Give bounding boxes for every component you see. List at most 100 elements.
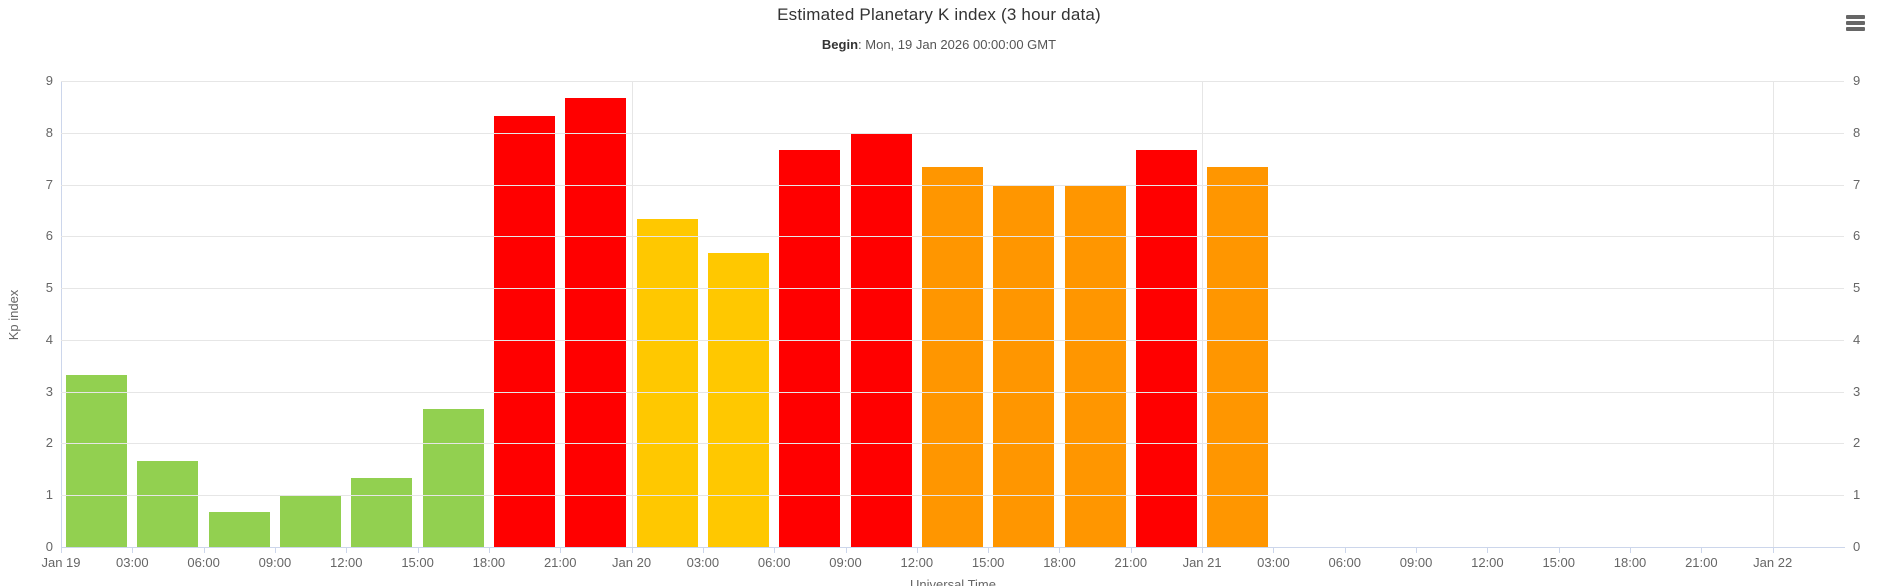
x-tick-label: Jan 21 (1182, 555, 1222, 570)
x-axis-tick (417, 548, 419, 553)
x-axis-tick (488, 548, 490, 553)
x-tick-label: Jan 19 (41, 555, 81, 570)
y-tick-label-right: 8 (1853, 124, 1861, 140)
y-tick-label-left: 7 (45, 176, 53, 192)
y-gridline (61, 391, 1844, 393)
x-axis-tick (916, 548, 918, 553)
x-axis-tick (1772, 548, 1774, 553)
x-axis-tick (1273, 548, 1275, 553)
x-axis-tick (1630, 548, 1632, 553)
kp-bar[interactable] (1135, 149, 1197, 547)
x-tick-label: 12:00 (329, 555, 363, 570)
y-tick-label-right: 9 (1853, 73, 1861, 88)
kp-bar[interactable] (208, 512, 270, 547)
chart-context-menu-button[interactable] (1844, 10, 1870, 36)
day-boundary-gridline (631, 81, 633, 547)
y-tick-label-left: 3 (45, 383, 53, 399)
x-tick-label: 12:00 (900, 555, 934, 570)
x-tick-label: 06:00 (187, 555, 220, 570)
x-axis-tick (203, 548, 205, 553)
y-gridline (61, 236, 1844, 238)
x-tick-label: 15:00 (1542, 555, 1575, 570)
x-tick-label: Jan 22 (1753, 555, 1793, 570)
y-gridline (61, 339, 1844, 341)
y-tick-label-right: 0 (1853, 539, 1861, 554)
x-tick-label: 03:00 (116, 555, 149, 570)
y-gridline (61, 443, 1844, 445)
y-gridline (61, 81, 1844, 82)
x-axis-tick (631, 548, 633, 553)
kp-bar[interactable] (351, 478, 413, 547)
x-axis-tick (1558, 548, 1560, 553)
x-tick-label: 09:00 (258, 555, 292, 570)
y-tick-label-right: 5 (1853, 280, 1861, 296)
kp-bar[interactable] (137, 460, 199, 547)
y-gridline (61, 495, 1844, 497)
y-gridline (61, 288, 1844, 290)
x-axis-tick (774, 548, 776, 553)
x-tick-label: 21:00 (1685, 555, 1718, 570)
x-tick-label: 18:00 (1043, 555, 1076, 570)
y-tick-label-left: 9 (45, 73, 53, 88)
kp-bar[interactable] (636, 219, 698, 547)
kp-bar[interactable] (280, 495, 342, 547)
kp-bar[interactable] (66, 374, 128, 547)
x-axis-tick (274, 548, 276, 553)
kp-bar[interactable] (922, 167, 983, 547)
day-boundary-gridline (1772, 81, 1774, 547)
chart-title: Estimated Planetary K index (3 hour data… (777, 5, 1101, 24)
kp-bar[interactable] (422, 408, 484, 547)
x-tick-label: 03:00 (686, 555, 720, 570)
y-tick-label-right: 2 (1853, 435, 1861, 451)
kp-bar[interactable] (779, 149, 841, 547)
x-tick-label: 18:00 (472, 555, 506, 570)
y-tick-label-right: 1 (1853, 487, 1861, 503)
x-tick-label: 09:00 (829, 555, 862, 570)
kp-bar[interactable] (993, 184, 1055, 547)
y-tick-label-right: 7 (1853, 176, 1861, 192)
x-tick-label: 15:00 (971, 555, 1005, 570)
y-tick-label-left: 2 (45, 435, 53, 451)
x-axis-tick (1202, 548, 1204, 553)
x-axis-tick (560, 548, 562, 553)
y-tick-label-left: 6 (45, 228, 53, 244)
y-tick-label-left: 5 (45, 280, 53, 296)
x-tick-label: 03:00 (1257, 555, 1290, 570)
kp-bar[interactable] (1207, 167, 1269, 547)
x-tick-label: 09:00 (1399, 555, 1433, 570)
y-tick-label-left: 1 (45, 487, 53, 503)
x-axis-tick (132, 548, 134, 553)
x-axis-tick (988, 548, 990, 553)
kp-bar[interactable] (708, 253, 770, 547)
chart-subtitle: Begin: Mon, 19 Jan 2026 00:00:00 GMT (0, 37, 1878, 52)
x-axis-tick (1130, 548, 1132, 553)
y-axis-title: Kp index (6, 289, 21, 341)
kp-bar[interactable] (1064, 184, 1126, 547)
x-tick-label: 21:00 (543, 555, 577, 570)
x-axis-line (61, 547, 1845, 548)
y-gridline (61, 184, 1844, 186)
x-axis-tick (845, 548, 847, 553)
x-axis-tick (702, 548, 704, 553)
y-tick-label-left: 4 (45, 331, 53, 347)
x-tick-label: Jan 20 (612, 555, 652, 570)
x-axis-title: Universal Time (910, 577, 996, 586)
x-tick-label: 21:00 (1114, 555, 1148, 570)
kp-bar[interactable] (494, 115, 556, 547)
y-tick-label-left: 0 (45, 539, 53, 554)
x-axis-tick (61, 548, 62, 553)
hamburger-icon (1846, 15, 1868, 31)
x-axis-tick (346, 548, 348, 553)
y-tick-label-right: 3 (1853, 383, 1861, 399)
subtitle-begin-value: : Mon, 19 Jan 2026 00:00:00 GMT (858, 37, 1057, 52)
x-tick-label: 18:00 (1613, 555, 1647, 570)
y-gridline (61, 132, 1844, 134)
x-tick-label: 06:00 (757, 555, 791, 570)
kp-bar[interactable] (565, 98, 627, 547)
y-tick-label-right: 4 (1853, 331, 1861, 347)
x-axis-tick (1059, 548, 1061, 553)
x-axis-tick (1487, 548, 1489, 553)
subtitle-begin-label: Begin (821, 37, 859, 52)
day-boundary-gridline (1202, 81, 1204, 547)
